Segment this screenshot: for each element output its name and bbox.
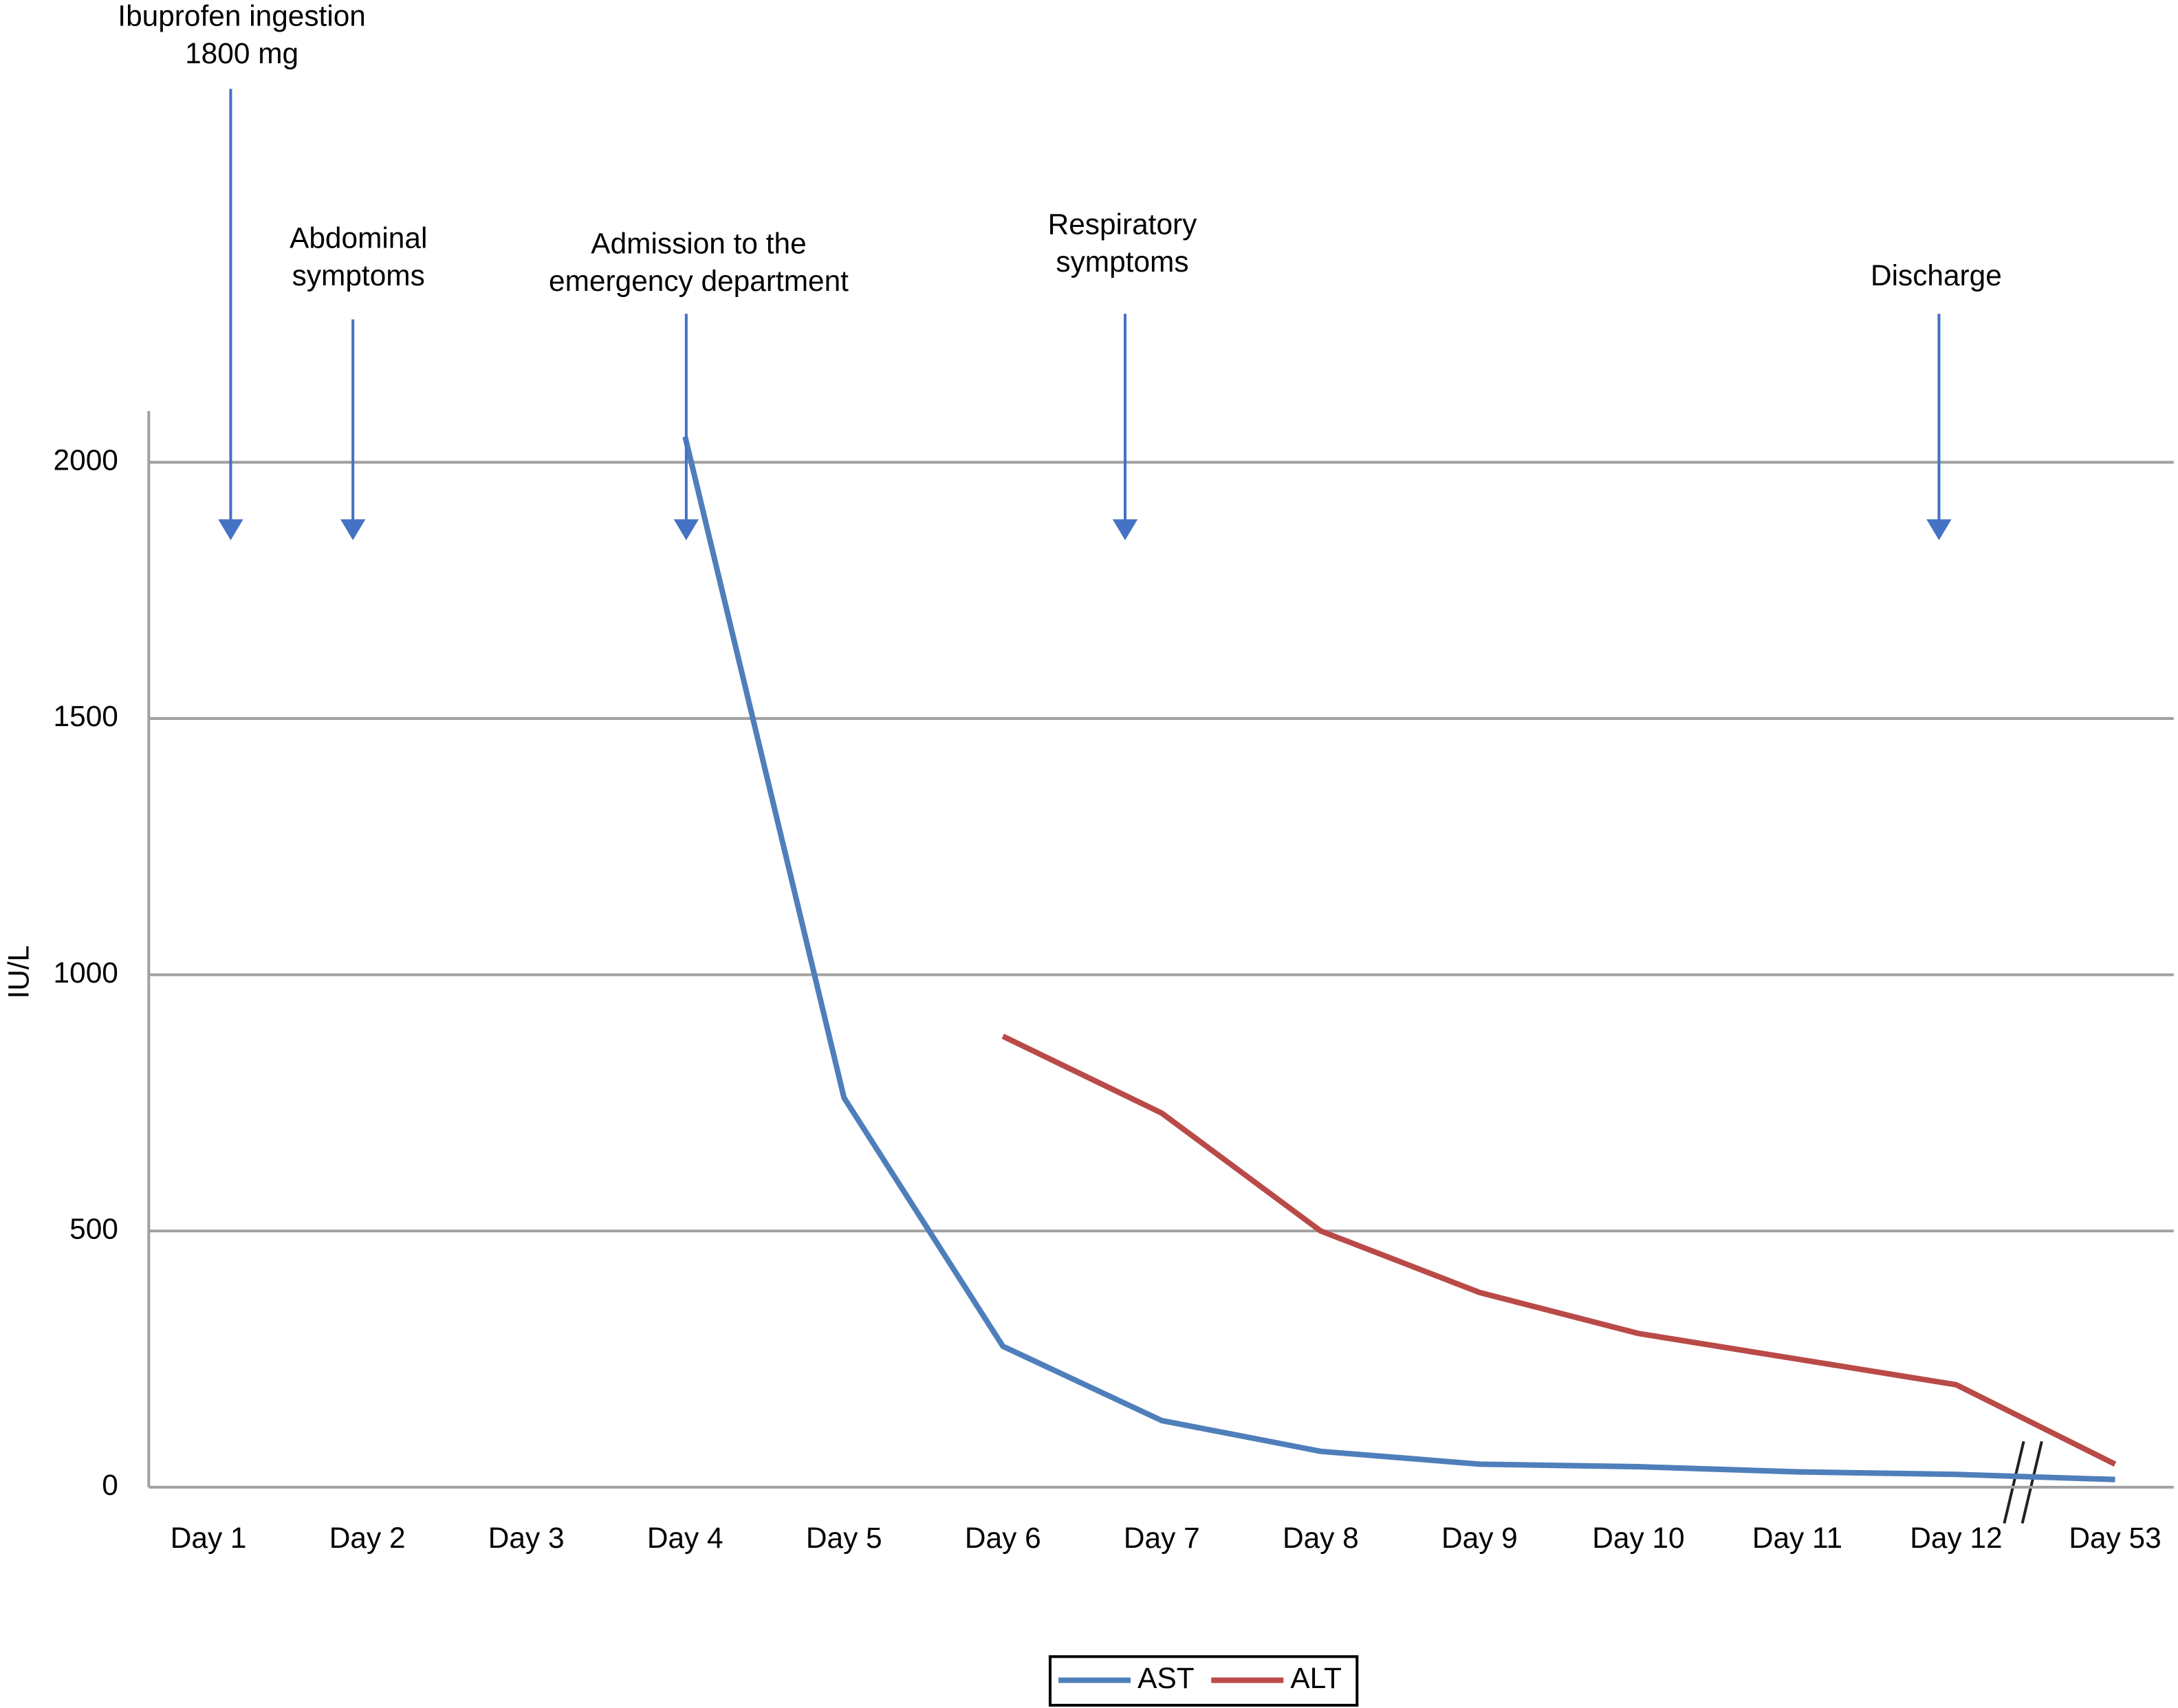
- annotation-text: Ibuprofen ingestion: [118, 0, 366, 32]
- annotation-text: Admission to the: [591, 228, 806, 260]
- annotation-text: Abdominal: [290, 222, 427, 254]
- y-tick-label: 500: [69, 1212, 118, 1245]
- annotation-text: symptoms: [292, 259, 425, 292]
- axis-break: [2003, 1441, 2025, 1524]
- series-line: [682, 436, 2115, 1482]
- legend: [1048, 1655, 1359, 1707]
- y-axis-label: IU/L: [3, 945, 35, 999]
- y-tick-label: 1500: [54, 700, 118, 732]
- x-tick-label: Day 4: [647, 1522, 723, 1554]
- legend-label: ALT: [1290, 1662, 1342, 1694]
- annotation-text: symptoms: [1056, 245, 1188, 278]
- annotation-text: Respiratory: [1048, 208, 1198, 240]
- x-tick-label: Day 2: [329, 1522, 406, 1554]
- legend-label: AST: [1137, 1662, 1194, 1694]
- axis-break: [2021, 1441, 2043, 1524]
- x-tick-label: Day 1: [171, 1522, 247, 1554]
- y-tick-label: 0: [102, 1469, 118, 1501]
- annotation-arrowhead: [218, 519, 243, 540]
- x-tick-label: Day 10: [1592, 1522, 1684, 1554]
- y-tick-label: 1000: [54, 956, 118, 989]
- x-tick-label: Day 5: [806, 1522, 882, 1554]
- x-tick-label: Day 8: [1283, 1522, 1359, 1554]
- x-tick-label: Day 6: [965, 1522, 1041, 1554]
- x-tick-label: Day 12: [1910, 1522, 2002, 1554]
- annotation-text: emergency department: [549, 265, 849, 297]
- annotation-text: 1800 mg: [185, 37, 298, 69]
- series-line: [1001, 1033, 2117, 1467]
- annotation-arrowhead: [1926, 519, 1952, 540]
- x-tick-label: Day 9: [1441, 1522, 1518, 1554]
- x-tick-label: Day 7: [1124, 1522, 1200, 1554]
- x-tick-label: Day 53: [2069, 1522, 2161, 1554]
- y-tick-label: 2000: [54, 444, 118, 477]
- annotation-arrowhead: [340, 519, 366, 540]
- annotation-arrowhead: [673, 519, 699, 540]
- annotation-text: Discharge: [1871, 259, 2002, 292]
- annotation-arrowhead: [1112, 519, 1138, 540]
- x-tick-label: Day 3: [488, 1522, 565, 1554]
- x-tick-label: Day 11: [1752, 1522, 1842, 1554]
